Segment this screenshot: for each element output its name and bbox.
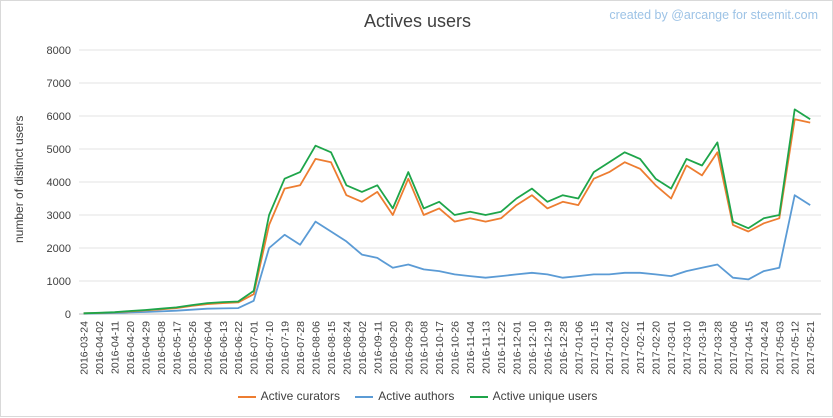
x-tick-label: 2016-04-29	[140, 321, 152, 375]
y-tick-label: 8000	[47, 45, 71, 57]
x-tick-label: 2016-10-17	[434, 321, 446, 375]
x-tick-label: 2017-01-24	[604, 321, 616, 375]
y-tick-label: 7000	[47, 78, 71, 90]
legend-swatch	[355, 395, 374, 398]
y-tick-label: 2000	[47, 243, 71, 255]
x-tick-label: 2016-09-02	[357, 321, 369, 375]
x-tick-label: 2016-03-24	[79, 321, 91, 375]
x-tick-label: 2016-08-06	[311, 321, 323, 375]
chart-title: Actives users	[363, 11, 472, 31]
x-tick-label: 2016-10-26	[450, 321, 462, 375]
x-tick-label: 2017-02-11	[635, 321, 647, 374]
x-tick-label: 2016-06-22	[233, 321, 245, 375]
x-tick-label: 2016-07-01	[249, 321, 261, 375]
x-tick-label: 2017-03-10	[682, 321, 694, 375]
x-tick-label: 2017-03-01	[666, 321, 678, 375]
legend-label: Active authors	[378, 389, 455, 403]
legend: Active curators Active authors Active un…	[1, 389, 833, 403]
series-line-2	[83, 108, 811, 315]
credit-text: created by @arcange for steemit.com	[609, 8, 818, 22]
x-tick-label: 2016-04-11	[110, 321, 122, 374]
y-tick-label: 5000	[47, 144, 71, 156]
x-tick-label: 2017-03-28	[712, 321, 724, 375]
x-tick-label: 2017-03-19	[697, 321, 709, 375]
x-tick-label: 2016-12-19	[542, 321, 554, 375]
y-tick-label: 4000	[47, 177, 71, 189]
legend-item-unique: Active unique users	[469, 389, 598, 403]
x-tick-label: 2016-12-28	[558, 321, 570, 375]
x-tick-label: 2017-04-06	[728, 321, 740, 375]
x-tick-label: 2016-08-24	[341, 321, 353, 375]
y-tick-label: 3000	[47, 210, 71, 222]
x-tick-label: 2017-01-06	[573, 321, 585, 375]
x-tick-label: 2016-11-22	[496, 321, 508, 374]
x-tick-label: 2017-04-15	[743, 321, 755, 375]
x-tick-label: 2017-05-12	[790, 321, 802, 375]
legend-label: Active unique users	[492, 389, 598, 403]
series-line-0	[83, 118, 811, 315]
y-tick-label: 6000	[47, 111, 71, 123]
x-tick-label: 2016-11-04	[465, 321, 477, 374]
x-tick-label: 2016-05-26	[187, 321, 199, 375]
x-tick-label: 2016-10-08	[419, 321, 431, 375]
x-tick-label: 2016-04-20	[125, 321, 137, 375]
x-tick-label: 2016-09-29	[403, 321, 415, 375]
x-tick-label: 2016-12-01	[511, 321, 523, 375]
legend-item-curators: Active curators	[237, 389, 340, 403]
x-tick-label: 2017-02-20	[651, 321, 663, 375]
x-tick-label: 2016-06-13	[218, 321, 230, 375]
x-tick-label: 2016-11-13	[481, 321, 493, 374]
x-tick-label: 2016-07-28	[295, 321, 307, 375]
x-tick-label: 2016-08-15	[326, 321, 338, 375]
x-tick-label: 2016-09-20	[388, 321, 400, 375]
x-tick-label: 2016-04-02	[94, 321, 106, 375]
y-tick-label: 1000	[47, 276, 71, 288]
legend-swatch	[237, 395, 256, 398]
x-tick-label: 2016-12-10	[527, 321, 539, 375]
legend-item-authors: Active authors	[355, 389, 454, 403]
legend-swatch	[469, 395, 488, 398]
series-line-1	[83, 194, 811, 315]
x-tick-label: 2016-06-04	[202, 321, 214, 375]
x-tick-label: 2017-04-24	[759, 321, 771, 375]
x-tick-label: 2017-01-15	[589, 321, 601, 375]
x-tick-label: 2016-05-17	[171, 321, 183, 375]
x-tick-label: 2016-07-10	[264, 321, 276, 375]
x-tick-label: 2017-05-21	[805, 321, 817, 375]
x-tick-label: 2016-07-19	[280, 321, 292, 375]
x-tick-label: 2017-05-03	[774, 321, 786, 375]
legend-label: Active curators	[260, 389, 340, 403]
y-tick-label: 0	[65, 309, 71, 321]
x-tick-label: 2016-05-08	[156, 321, 168, 375]
x-tick-label: 2017-02-02	[620, 321, 632, 375]
x-tick-label: 2016-09-11	[372, 321, 384, 374]
